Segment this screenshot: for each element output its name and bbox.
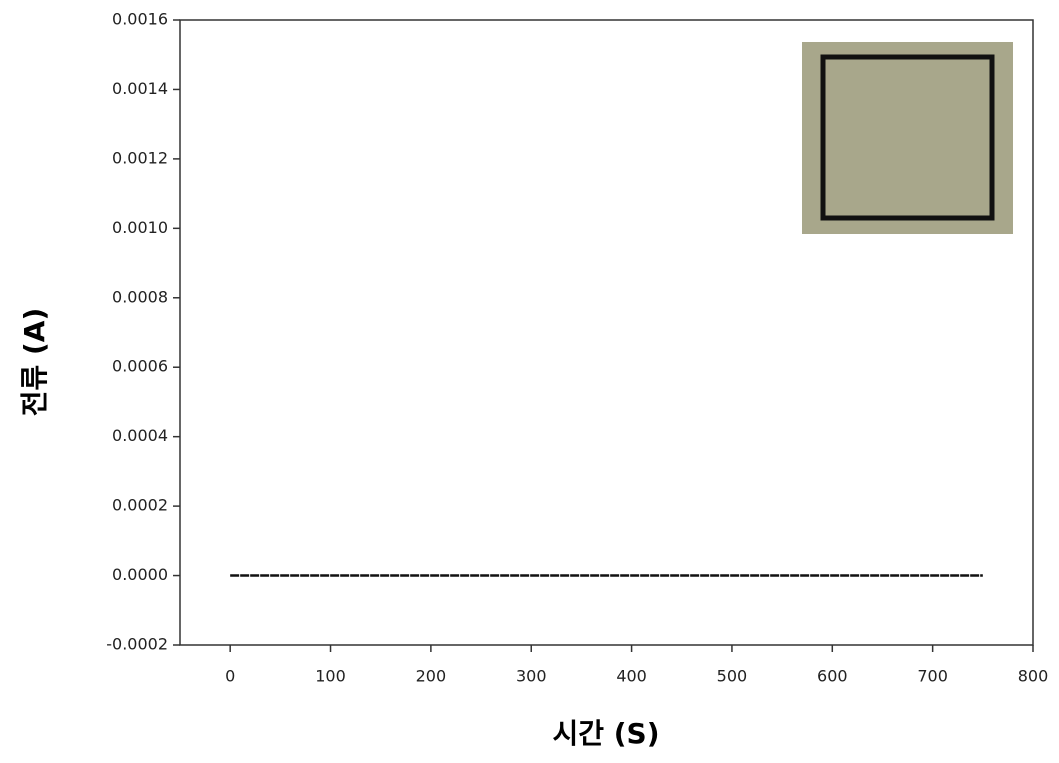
x-tick-label: 100 <box>315 667 346 686</box>
x-tick-label: 0 <box>225 667 235 686</box>
x-tick-label: 700 <box>917 667 948 686</box>
x-tick-label: 600 <box>817 667 848 686</box>
y-tick-label: 0.0008 <box>112 287 168 306</box>
inset-square <box>820 54 995 221</box>
y-tick-label: 0.0016 <box>112 10 168 29</box>
y-tick-label: 0.0006 <box>112 357 168 376</box>
y-tick-label: 0.0000 <box>112 565 168 584</box>
plot-frame <box>179 19 1034 646</box>
y-axis-title: 전류 (A) <box>18 308 51 417</box>
x-axis-title: 시간 (S) <box>552 717 659 750</box>
inset-image <box>802 42 1013 234</box>
x-tick-label: 800 <box>1018 667 1049 686</box>
y-tick-label: 0.0010 <box>112 218 168 237</box>
y-tick-label: 0.0014 <box>112 79 168 98</box>
y-tick-label: 0.0002 <box>112 496 168 515</box>
x-tick-label: 500 <box>717 667 748 686</box>
x-tick-label: 400 <box>616 667 647 686</box>
inset-background <box>802 42 1013 234</box>
x-tick-label: 200 <box>416 667 447 686</box>
y-tick-label: 0.0004 <box>112 426 168 445</box>
y-tick-label: 0.0012 <box>112 148 168 167</box>
y-tick-label: -0.0002 <box>106 635 168 654</box>
x-tick-label: 300 <box>516 667 547 686</box>
